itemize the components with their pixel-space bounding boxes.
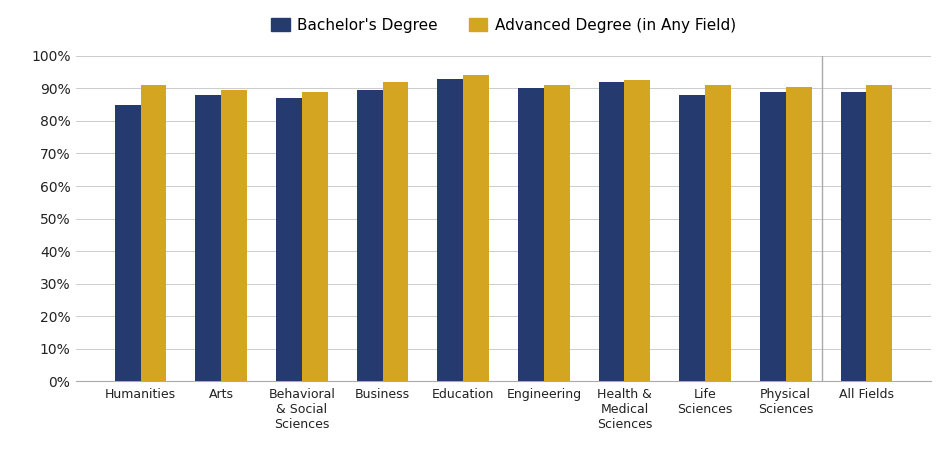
Bar [276,98,302,381]
Bar [141,85,166,381]
Bar [357,90,383,381]
Bar [760,92,786,381]
Bar [786,87,811,381]
Bar [543,85,570,381]
Bar [624,80,650,381]
Bar [437,79,464,381]
Bar [518,88,543,381]
Bar [841,92,866,381]
Bar [115,105,141,381]
Bar [679,95,705,381]
Bar [302,92,328,381]
Bar [464,75,489,381]
Bar [196,95,221,381]
Bar [383,82,408,381]
Bar [705,85,731,381]
Bar [598,82,624,381]
Bar [866,85,892,381]
Bar [221,90,247,381]
Legend: Bachelor's Degree, Advanced Degree (in Any Field): Bachelor's Degree, Advanced Degree (in A… [267,13,740,37]
